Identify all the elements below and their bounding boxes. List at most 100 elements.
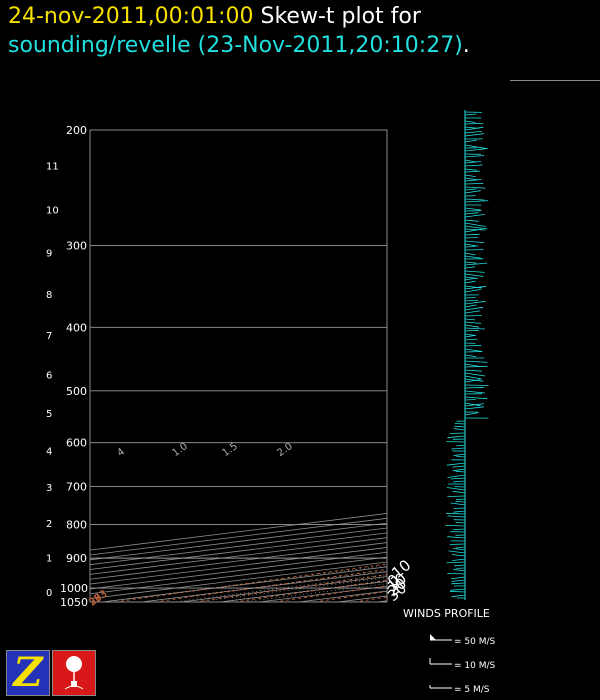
wind-barb — [464, 198, 485, 201]
wind-barb — [464, 338, 478, 341]
wind-barb — [464, 240, 485, 243]
height-tick-label: 2 — [46, 519, 52, 530]
wind-barb — [464, 148, 488, 152]
height-tick-label: 8 — [46, 290, 52, 301]
wind-barb — [450, 502, 466, 506]
wind-barb — [464, 299, 479, 302]
wind-barb — [464, 300, 486, 305]
wind-barb — [464, 327, 485, 330]
title-line-2: sounding/revelle (23-Nov-2011,20:10:27). — [8, 31, 588, 60]
wind-barb — [464, 334, 476, 338]
wind-barb — [464, 348, 482, 352]
wind-barb — [447, 474, 466, 478]
height-tick-label: 11 — [46, 161, 59, 172]
mixing-ratio-label: 2.0 — [275, 441, 294, 459]
wind-barb — [449, 432, 466, 434]
sounding-curves — [421, 130, 600, 588]
wind-barb — [447, 495, 466, 497]
wind-barb — [464, 266, 476, 269]
wind-barb — [464, 261, 477, 264]
wind-barb — [452, 558, 466, 561]
isotherm-line — [90, 522, 387, 561]
wind-barb — [464, 237, 479, 239]
wind-barb — [464, 402, 481, 407]
wind-barb — [449, 543, 466, 545]
wind-barb — [464, 139, 477, 143]
pressure-tick-label: 200 — [66, 124, 87, 137]
wind-barb — [464, 285, 483, 289]
wind-barb — [464, 384, 489, 386]
wind-barb — [464, 270, 485, 273]
wind-barb — [454, 423, 466, 425]
wind-barb — [451, 447, 466, 450]
wind-barb — [447, 515, 466, 518]
isotherm-line — [102, 566, 387, 602]
wind-barb — [464, 219, 479, 222]
wind-barb — [464, 329, 479, 332]
wind-barb — [464, 306, 484, 311]
wind-barb — [464, 161, 482, 164]
pressure-tick-label: 1000 — [60, 582, 88, 595]
wind-barb — [456, 498, 466, 501]
winds-profile-label: WINDS PROFILE — [403, 607, 490, 620]
dry-adiabat-line — [394, 130, 600, 602]
pressure-tick-label: 500 — [66, 385, 87, 398]
wind-barb — [464, 262, 488, 266]
wind-barb — [452, 468, 466, 472]
wind-barb — [451, 582, 466, 585]
balloon-icon — [64, 656, 84, 690]
wind-barb — [450, 576, 466, 580]
mixing-ratio-label: 4 — [115, 446, 127, 459]
wind-barb — [450, 588, 466, 591]
plot-border — [89, 129, 388, 603]
zebra-logo: Z — [6, 650, 50, 696]
wind-barb — [449, 590, 466, 593]
dry-adiabat-line — [114, 563, 387, 602]
wind-barb — [464, 379, 481, 383]
wind-barb — [464, 183, 484, 185]
wind-barb — [451, 579, 466, 582]
isotherm-line — [219, 580, 387, 602]
wind-barb — [464, 354, 477, 357]
legend-speed-label: = 10 M/S — [454, 661, 496, 671]
isotherm-line — [298, 590, 387, 602]
wind-barb — [456, 546, 466, 549]
wind-barb — [455, 470, 466, 473]
wind-barb — [453, 428, 466, 431]
pressure-tick-label: 1050 — [60, 596, 88, 609]
mixing-ratio-line — [172, 574, 387, 602]
mixing-ratio-label: 1.5 — [220, 441, 239, 459]
wind-barb — [464, 228, 486, 231]
dry-adiabat-line — [314, 591, 387, 602]
pressure-tick-label: 600 — [66, 437, 87, 450]
wind-barb — [451, 554, 466, 557]
dry-adiabat-line — [514, 130, 600, 602]
wind-barb — [464, 280, 476, 284]
height-tick-label: 4 — [46, 446, 52, 457]
wind-barb — [454, 564, 466, 567]
wind-barb — [447, 435, 466, 439]
wind-barb — [464, 273, 484, 277]
height-tick-label: 5 — [46, 409, 52, 420]
height-tick-label: 10 — [46, 205, 59, 216]
wind-barb — [452, 548, 466, 551]
wind-barb — [464, 351, 483, 353]
wind-barb — [464, 222, 486, 227]
wind-barb — [464, 212, 479, 215]
wind-barb — [464, 315, 482, 317]
mixing-ratio-line — [102, 565, 387, 602]
wind-barb — [464, 214, 485, 218]
height-tick-label: 3 — [46, 483, 52, 494]
legend-flag-icon — [430, 634, 436, 640]
isotherm-line — [90, 517, 387, 556]
wind-barb — [464, 190, 481, 194]
wind-barb — [464, 310, 481, 314]
mixing-ratio-label: 1.0 — [170, 441, 189, 459]
wind-barb — [464, 174, 476, 177]
wind-barb — [464, 144, 487, 150]
title-date: 24-nov-2011,00:01:00 — [8, 4, 254, 29]
wind-barb — [464, 126, 484, 131]
wind-barb — [464, 120, 476, 123]
wind-barb — [464, 233, 480, 236]
